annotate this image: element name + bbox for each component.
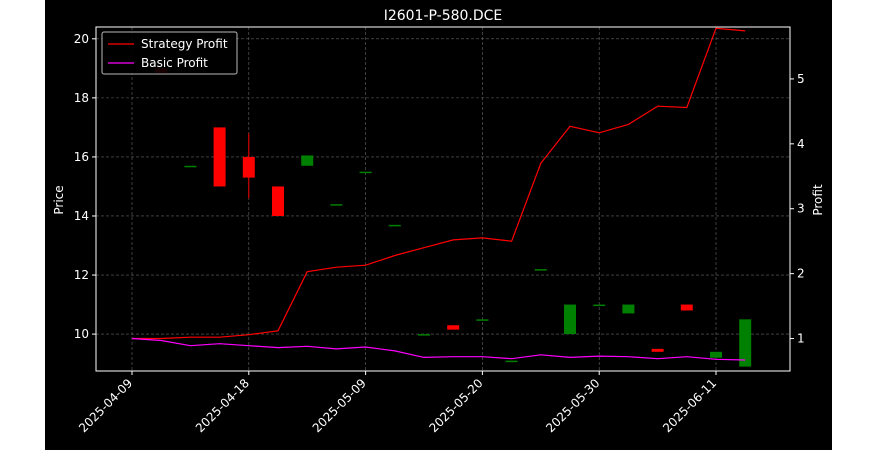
candle-up: [710, 351, 722, 358]
left-axis-ticks: 10 12 14 16 18 20: [74, 32, 96, 341]
candlesticks: [155, 68, 752, 367]
candle-up: [301, 155, 314, 166]
candle-up: [593, 304, 606, 307]
candle-down: [272, 186, 284, 216]
candle-up: [476, 319, 489, 321]
candle-up: [359, 171, 372, 174]
candle-up: [739, 319, 752, 367]
candle-up: [330, 204, 343, 206]
right-tick-label: 2: [797, 267, 805, 281]
candle-down: [213, 127, 226, 187]
candle-up: [418, 334, 430, 336]
left-tick-label: 14: [74, 209, 89, 223]
candle-down: [651, 348, 664, 352]
left-tick-label: 20: [74, 32, 89, 46]
chart-background: [45, 0, 832, 450]
right-tick-label: 5: [797, 72, 805, 86]
left-tick-label: 16: [74, 150, 89, 164]
profit-lines: [131, 27, 746, 361]
right-tick-label: 3: [797, 202, 805, 216]
candle-up: [622, 304, 635, 314]
candle-down: [242, 156, 255, 178]
legend-label-strategy: Strategy Profit: [141, 37, 228, 51]
right-axis-label: Profit: [811, 184, 825, 216]
chart-title: I2601-P-580.DCE: [384, 8, 503, 24]
strategy-profit-line: [132, 27, 746, 340]
candle-down: [447, 325, 460, 330]
right-tick-label: 1: [797, 332, 805, 346]
left-tick-label: 12: [74, 268, 89, 282]
candle-up: [184, 165, 197, 168]
right-axis-ticks: 1 2 3 4 5: [790, 72, 805, 346]
candle-up: [534, 269, 547, 271]
candle-up: [388, 224, 401, 227]
left-tick-label: 18: [74, 91, 89, 105]
legend-label-basic: Basic Profit: [141, 56, 208, 70]
legend: Strategy Profit Basic Profit: [101, 31, 238, 75]
plot-frame: [95, 26, 791, 372]
right-tick-label: 4: [797, 137, 805, 151]
candle-up: [505, 360, 518, 363]
grid-lines: [96, 27, 790, 371]
left-tick-label: 10: [74, 327, 89, 341]
candle-down: [680, 304, 693, 311]
left-axis-label: Price: [52, 185, 66, 214]
legend-box: [101, 31, 238, 75]
candle-up: [564, 304, 576, 335]
basic-profit-line: [131, 337, 746, 361]
